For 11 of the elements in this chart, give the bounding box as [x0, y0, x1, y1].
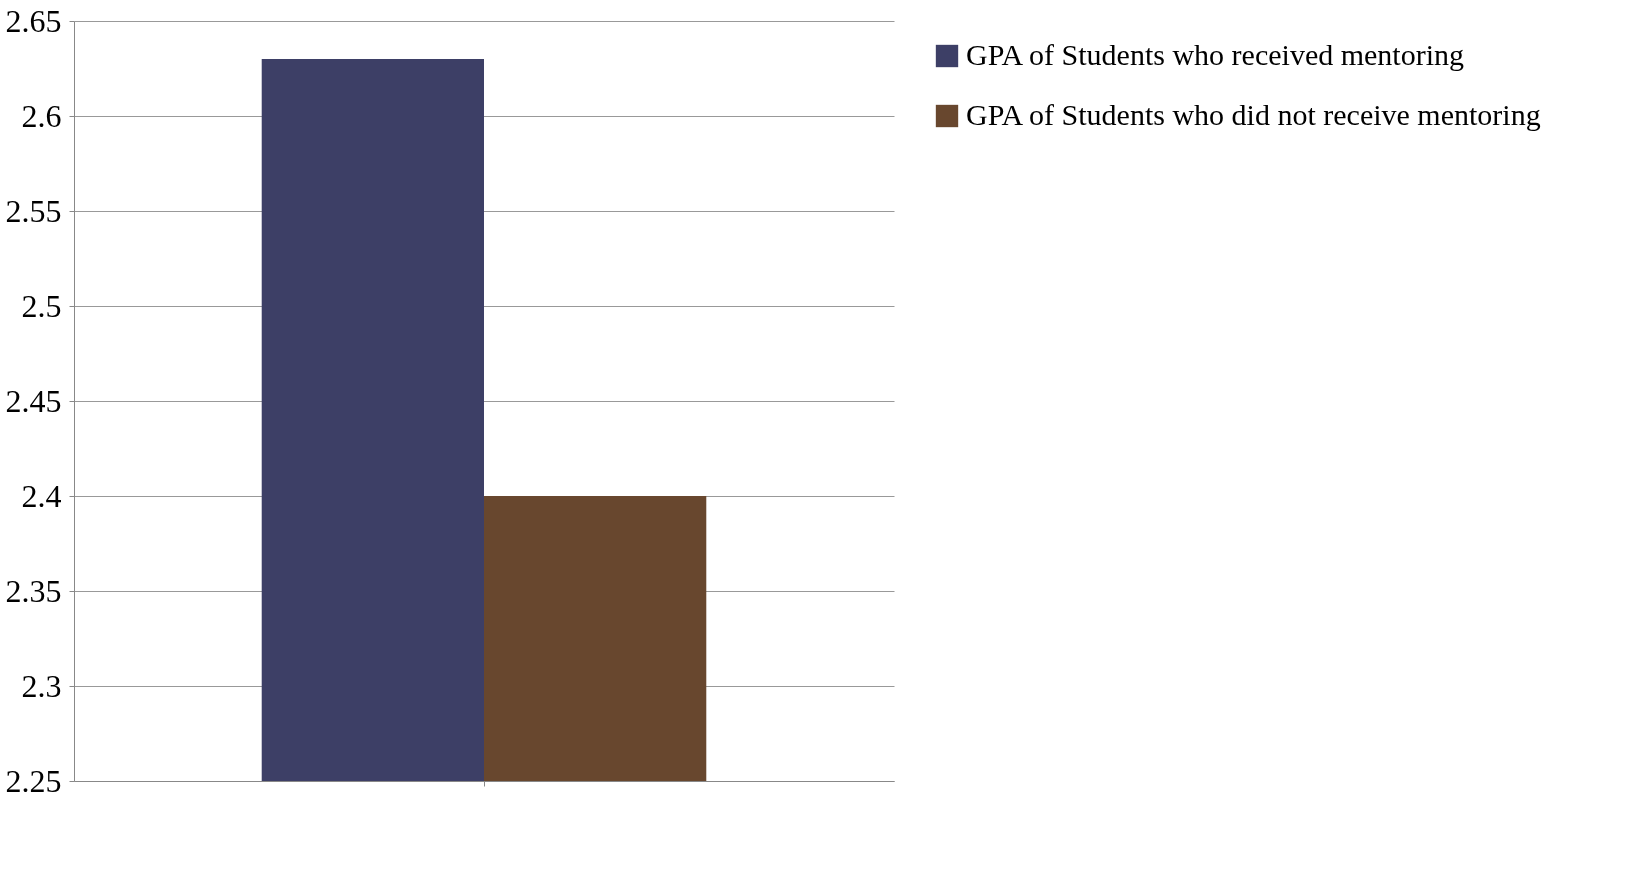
- legend-label: GPA of Students who did not receive mentoring: [966, 98, 1541, 131]
- y-tick-label: 2.4: [21, 477, 62, 514]
- y-tick-label: 2.5: [21, 287, 62, 324]
- y-tick-label: 2.65: [5, 2, 62, 39]
- y-tick-label: 2.6: [21, 97, 62, 134]
- y-tick-label: 2.55: [5, 192, 62, 229]
- legend-label: GPA of Students who received mentoring: [966, 38, 1465, 71]
- y-tick-label: 2.35: [5, 572, 62, 609]
- y-tick-label: 2.3: [21, 667, 62, 704]
- y-tick-label: 2.45: [5, 382, 62, 419]
- y-tick-label: 2.25: [5, 762, 62, 799]
